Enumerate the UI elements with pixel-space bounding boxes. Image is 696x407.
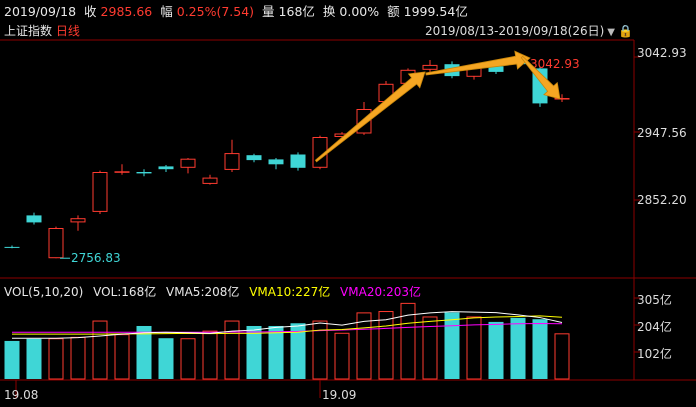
candle-body [554, 98, 570, 100]
chart-title: 上证指数 日线 [4, 23, 80, 39]
trend-arrow-up [314, 71, 426, 163]
candle-body [114, 171, 130, 173]
lock-icon[interactable]: 🔒 [618, 24, 633, 38]
volume-bar [92, 320, 108, 380]
volume-bar [510, 317, 526, 379]
volume-bar [48, 338, 64, 380]
quote-date: 2019/09/18 [4, 4, 77, 19]
trend-arrow-flat [425, 50, 531, 76]
candle-body [180, 158, 196, 168]
volume-bar [422, 316, 438, 380]
low-annotation: 2756.83 [71, 251, 121, 265]
vma10-line [12, 315, 563, 335]
x-axis-label-sep: 19.09 [322, 388, 357, 402]
index-name[interactable]: 上证指数 [4, 24, 53, 38]
candle-body [202, 177, 218, 184]
vol-indicator-label[interactable]: VOL(5,10,20) [4, 285, 84, 299]
volume-value: 168亿 [278, 4, 315, 19]
candle-body [488, 66, 504, 72]
turnover-value: 0.00% [339, 4, 380, 19]
candle-body [158, 166, 174, 170]
turnover-label: 换 [322, 4, 336, 19]
price-axis-label-low: 2852.20 [637, 193, 687, 207]
volume-bar [400, 302, 416, 380]
volume-bar [268, 325, 284, 379]
volume-bar [246, 325, 262, 379]
candle-body [268, 159, 284, 165]
price-axis-label-high: 3042.93 [637, 46, 687, 60]
x-axis-label-aug: 19.08 [4, 388, 39, 402]
volume-bar [158, 338, 174, 379]
candle-body [4, 246, 20, 248]
volume-axis-label-low: 102亿 [637, 347, 672, 361]
volume-bar [202, 330, 218, 380]
volume-bar [26, 338, 42, 379]
volume-bar [356, 312, 372, 380]
close-label: 收 [84, 4, 97, 19]
volume-bar [224, 320, 240, 380]
candle-body [224, 153, 240, 170]
candle-body [246, 155, 262, 161]
period-label[interactable]: 日线 [55, 24, 80, 38]
volume-bar [70, 336, 86, 380]
candle-body [290, 154, 306, 168]
vma20-line [12, 323, 563, 333]
date-range-text: 2019/08/13-2019/09/18(26日) [425, 24, 605, 38]
high-annotation: 3042.93 [530, 57, 580, 71]
volume-bar [444, 312, 460, 379]
volume-bar [114, 334, 130, 380]
volume-axis-label-high: 305亿 [637, 293, 672, 307]
vma10-value: VMA10:227亿 [249, 285, 331, 299]
candle-body [92, 172, 108, 212]
volume-bar [554, 333, 570, 380]
amount-value: 1999.54亿 [403, 4, 468, 19]
volume-label: 量 [262, 4, 275, 19]
candle-body [422, 64, 438, 70]
close-value: 2985.66 [100, 4, 153, 19]
trend-arrow-down [520, 55, 561, 100]
candle-body [26, 215, 42, 223]
volume-bar [136, 325, 152, 379]
vma5-value: VMA5:208亿 [166, 285, 240, 299]
amount-label: 额 [387, 4, 400, 19]
candle-body [48, 228, 64, 259]
vma20-value: VMA20:203亿 [340, 285, 422, 299]
volume-bar [488, 321, 504, 379]
volume-bar [532, 319, 548, 379]
volume-bar [466, 316, 482, 380]
volume-axis-label-mid: 204亿 [637, 320, 672, 334]
candle-body [136, 172, 152, 174]
quote-info-bar: 2019/09/18 收 2985.66 幅 0.25%(7.54) 量 168亿 换… [4, 2, 472, 22]
price-axis-label-mid: 2947.56 [637, 126, 687, 140]
volume-bar [290, 323, 306, 379]
change-label: 幅 [160, 4, 173, 19]
triangle-down-icon[interactable]: ▼ [607, 27, 615, 38]
volume-legend: VOL(5,10,20) VOL:168亿 VMA5:208亿 VMA10:22… [4, 285, 427, 299]
change-value: 0.25%(7.54) [176, 4, 255, 19]
date-range-selector[interactable]: 2019/08/13-2019/09/18(26日) ▼ 🔒 [425, 23, 633, 41]
vma5-line [12, 311, 563, 339]
candle-body [70, 218, 86, 223]
volume-bar [180, 338, 196, 380]
volume-bar [378, 311, 394, 380]
volume-bar [312, 320, 328, 380]
volume-bar [334, 332, 350, 380]
vol-value: VOL:168亿 [93, 285, 157, 299]
volume-bar [4, 340, 20, 379]
